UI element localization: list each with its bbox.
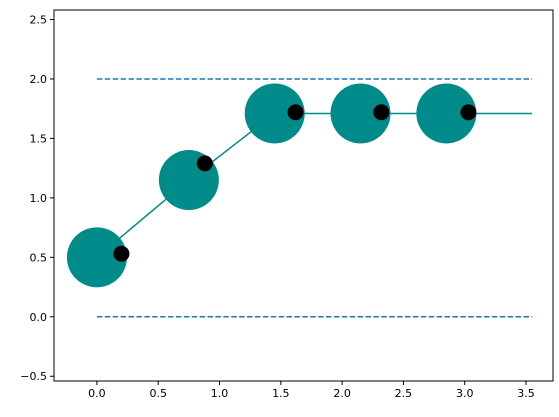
y-tick-label-4: 1.5 [30, 132, 48, 145]
x-tick-label-2: 1.0 [211, 387, 229, 400]
y-tick-label-1: 0.0 [30, 311, 48, 324]
large-marker-0 [66, 227, 127, 288]
x-tick-label-0: 0.0 [88, 387, 106, 400]
x-tick-label-3: 1.5 [272, 387, 290, 400]
large-marker-2 [244, 83, 305, 144]
x-axis: 0.0 0.5 1.0 1.5 2.0 2.5 3.0 3.5 [88, 381, 535, 400]
small-marker-1 [196, 155, 213, 172]
x-tick-label-6: 3.0 [456, 387, 474, 400]
x-tick-label-4: 2.0 [333, 387, 351, 400]
plot-layer [66, 78, 533, 318]
x-tick-label-5: 2.5 [395, 387, 413, 400]
plot-frame [53, 9, 554, 382]
x-tick-label-1: 0.5 [149, 387, 167, 400]
small-marker-4 [460, 104, 477, 121]
y-tick-label-6: 2.5 [30, 14, 48, 27]
large-marker-4 [416, 83, 477, 144]
small-marker-2 [287, 104, 304, 121]
small-marker-3 [373, 104, 390, 121]
y-axis: −0.5 0.0 0.5 1.0 1.5 2.0 2.5 [20, 14, 54, 383]
y-tick-label-0: −0.5 [20, 370, 47, 383]
y-tick-label-3: 1.0 [30, 192, 48, 205]
y-tick-label-5: 2.0 [30, 73, 48, 86]
y-tick-label-2: 0.5 [30, 251, 48, 264]
large-marker-3 [330, 83, 391, 144]
x-tick-label-7: 3.5 [517, 387, 535, 400]
small-marker-0 [113, 245, 130, 262]
